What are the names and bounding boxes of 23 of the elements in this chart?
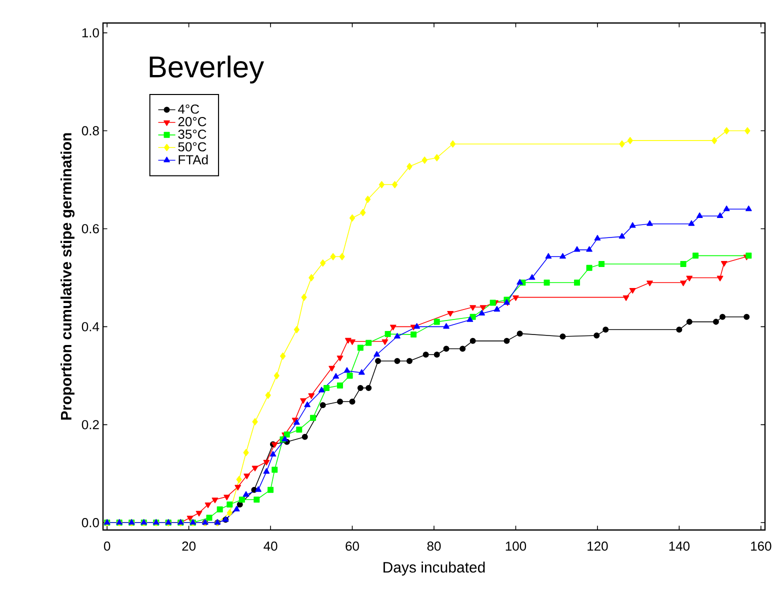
y-tick-label: 0.0 — [82, 518, 99, 528]
x-tick-label: 20 — [182, 542, 196, 551]
legend-label: 4°C — [178, 104, 200, 114]
y-tick-label: 0.4 — [82, 322, 100, 332]
y-tick-label: 0.6 — [82, 224, 99, 234]
x-tick-label: 140 — [669, 542, 690, 551]
x-tick-label: 120 — [588, 542, 608, 551]
x-tick-label: 160 — [751, 542, 772, 551]
x-tick-label: 40 — [264, 542, 278, 551]
x-tick-label: 0 — [104, 542, 110, 551]
x-tick-label: 80 — [427, 542, 441, 551]
y-tick-label: 0.8 — [82, 126, 99, 136]
x-tick-label: 60 — [346, 542, 359, 551]
text: Beverley — [150, 56, 264, 84]
legend-label: 50°C — [178, 142, 206, 152]
x-tick-label: 100 — [506, 542, 526, 551]
legend-label: 20°C — [178, 117, 206, 126]
y-axis-title: Proportion cumulative stipe germination — [60, 133, 75, 420]
y-tick-label: 1.0 — [82, 28, 99, 38]
legend-label: FTAd — [178, 154, 208, 164]
legend-label: 35°C — [178, 130, 206, 139]
x-axis-title: Days incubated — [384, 562, 485, 576]
y-tick-label: 0.2 — [82, 420, 99, 430]
